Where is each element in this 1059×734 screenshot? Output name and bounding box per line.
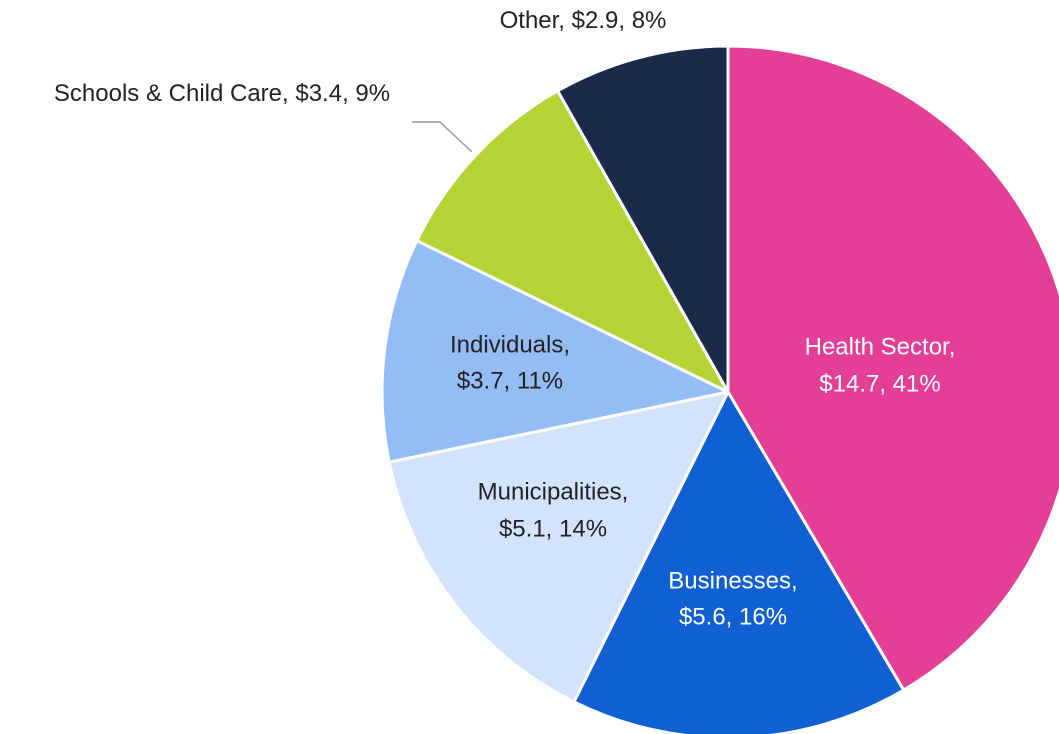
- category-label: Health Sector,: [805, 333, 956, 360]
- pie-slice: [387, 390, 730, 704]
- value-label: $3.4, 9%: [295, 80, 390, 107]
- value-label: $2.9, 8%: [572, 7, 667, 34]
- value-label: $5.1, 14%: [499, 515, 607, 542]
- pie-slice: [556, 44, 730, 394]
- pie-slice: [572, 390, 906, 734]
- category-label: Businesses,: [668, 567, 797, 594]
- pie-slice: [415, 89, 730, 394]
- slice-label: Other, $2.9, 8%: [500, 7, 667, 34]
- leader-line: [412, 121, 473, 153]
- pie-slice: [380, 239, 730, 464]
- value-label: $5.6, 16%: [679, 603, 787, 630]
- category-label: Municipalities,: [478, 478, 629, 505]
- category-label: Other,: [500, 7, 565, 34]
- slice-label: Schools & Child Care, $3.4, 9%: [54, 80, 390, 107]
- pie-slice: [726, 44, 1059, 692]
- category-label: Individuals,: [450, 331, 570, 358]
- value-label: $14.7, 41%: [819, 370, 940, 397]
- category-label: Schools & Child Care,: [54, 80, 289, 107]
- value-label: $3.7, 11%: [457, 367, 563, 394]
